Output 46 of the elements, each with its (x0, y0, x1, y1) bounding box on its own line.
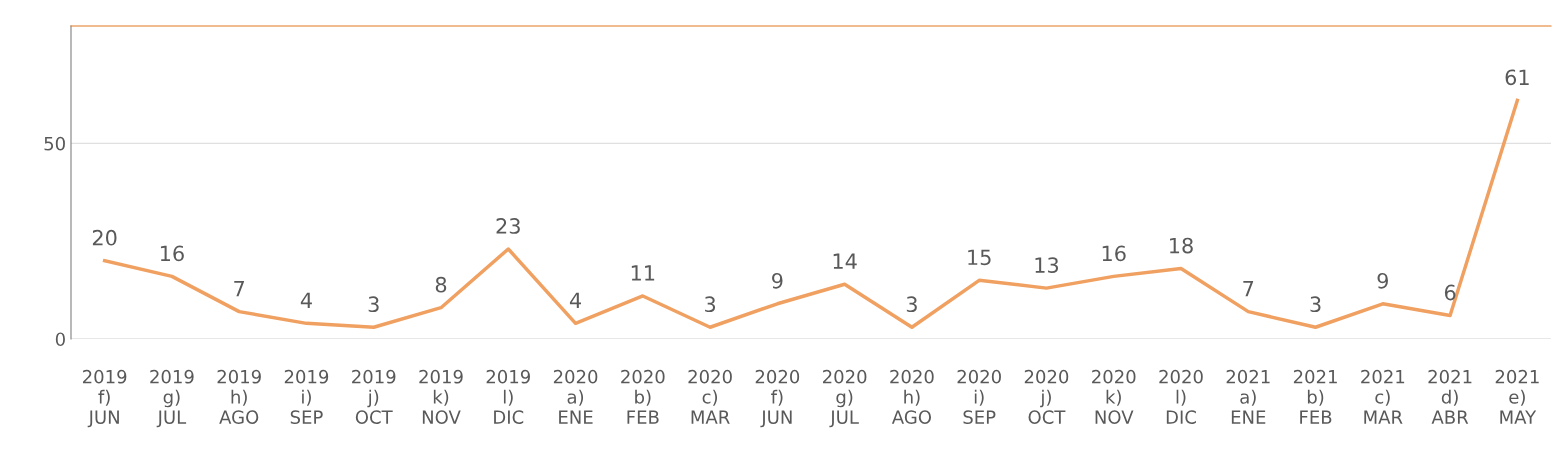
x-tick-label: 2020 b) FEB (621, 369, 665, 424)
x-tick-label: 2020 i) SEP (957, 369, 1001, 424)
x-tick-label: 2019 k) NOV (419, 369, 463, 424)
data-label: 20 (92, 229, 117, 246)
data-label: 9 (772, 272, 783, 289)
data-label: 6 (1444, 284, 1456, 301)
data-label: 3 (705, 296, 716, 313)
x-tick-label: 2020 h) AGO (890, 369, 934, 424)
y-tick-label: 0 (55, 332, 65, 347)
x-tick-label: 2020 k) NOV (1092, 369, 1136, 424)
data-label: 7 (234, 280, 245, 297)
x-tick-label: 2020 c) MAR (688, 369, 732, 424)
data-label: 16 (160, 245, 184, 262)
x-tick-label: 2020 f) JUN (755, 369, 800, 428)
data-label: 61 (1505, 69, 1529, 86)
x-tick-label: 2019 j) OCT (352, 369, 396, 424)
data-label: 9 (1377, 272, 1388, 289)
x-tick-label: 2020 l) DIC (1159, 369, 1203, 424)
data-label: 16 (1102, 245, 1126, 262)
x-tick-label: 2021 c) MAR (1361, 369, 1405, 424)
x-tick-label: 2019 f) JUN (82, 369, 127, 428)
data-label: 8 (435, 276, 447, 293)
x-tick-label: 2020 j) OCT (1024, 369, 1069, 424)
x-tick-label: 2020 a) ENE (553, 369, 598, 424)
x-tick-label: 2019 l) DIC (486, 369, 530, 424)
x-tick-label: 2019 g) JUL (150, 369, 194, 428)
x-tick-label: 2019 i) SEP (284, 369, 329, 424)
data-label: 7 (1243, 280, 1254, 297)
data-label: 3 (1310, 296, 1321, 313)
x-tick-label: 2021 b) FEB (1293, 369, 1337, 424)
data-label: 11 (631, 265, 655, 281)
x-tick-label: 2021 d) ABR (1428, 369, 1472, 424)
data-label: 23 (496, 218, 520, 234)
x-tick-label: 2021 e) MAY (1495, 369, 1539, 424)
data-label: 15 (968, 249, 991, 266)
x-tick-label: 2019 h) AGO (217, 369, 261, 424)
data-label: 4 (569, 292, 581, 308)
data-label: 18 (1170, 237, 1193, 254)
data-label: 14 (833, 253, 857, 269)
data-label: 3 (906, 296, 917, 313)
x-tick-label: 2020 g) JUL (822, 369, 867, 428)
data-label: 3 (368, 296, 379, 313)
x-tick-label: 2021 a) ENE (1226, 369, 1270, 424)
data-label: 13 (1035, 257, 1059, 273)
y-tick-label: 50 (44, 136, 65, 151)
data-label: 4 (300, 292, 312, 308)
